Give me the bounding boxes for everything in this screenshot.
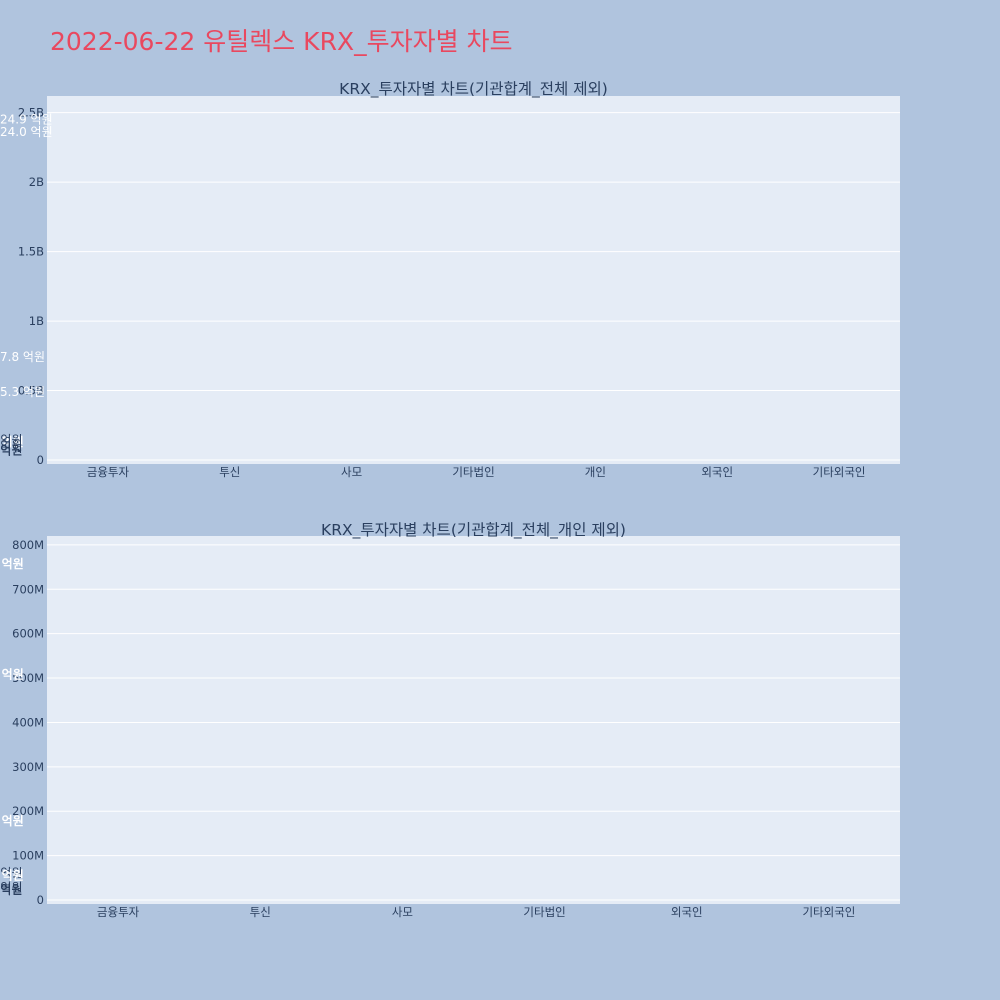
y-tick-label: 0 xyxy=(37,453,44,467)
y-tick-label: 200M xyxy=(12,804,44,818)
x-tick-label: 개인 xyxy=(585,465,606,479)
y-tick-label: 1.5B xyxy=(18,245,44,259)
x-tick-label: 기타외국인 xyxy=(802,905,855,919)
y-tick-label: 0 xyxy=(37,893,44,907)
subplot-title: KRX_투자자별 차트(기관합계_전체 제외) xyxy=(339,80,608,99)
data-label: 0.0 억원 xyxy=(0,444,22,458)
x-tick-label: 투신 xyxy=(250,905,271,919)
y-tick-label: 800M xyxy=(12,538,44,552)
data-label: 5.3 억원 xyxy=(0,385,45,399)
data-label: 0.0 억원 xyxy=(0,444,22,458)
y-tick-label: 100M xyxy=(12,849,44,863)
x-tick-label: 외국인 xyxy=(701,465,733,479)
data-label: 7.8 억원 xyxy=(0,350,45,364)
data-label: 7.8 억원 xyxy=(0,557,24,571)
y-tick-label: 2B xyxy=(29,175,44,189)
plot-area xyxy=(47,536,900,904)
y-tick-label: 2.5B xyxy=(18,106,44,120)
chart-all-investors: 0 0.5B 1B 1.5B 2B 2.5B KRX_투자자별 차트(기관합계_전체 제외)… xyxy=(0,80,900,479)
data-label: 0.1 억원 xyxy=(0,880,22,894)
y-tick-label: 300M xyxy=(12,760,44,774)
y-tick-label: 400M xyxy=(12,715,44,729)
data-label: 0.0 억원 xyxy=(0,444,22,458)
data-label: 0.8 억원 xyxy=(0,433,22,447)
data-label: 0.0 억원 xyxy=(0,883,22,897)
data-label: 0.0 억원 xyxy=(0,444,22,458)
data-label: 0.0 억원 xyxy=(0,883,22,897)
chart-excluding-individuals: 0 100M 200M 300M 400M 500M 600M 700M 800M KRX_투자자… xyxy=(0,521,900,919)
subplot-title: KRX_투자자별 차트(기관합계_전체_개인 제외) xyxy=(321,521,626,540)
data-label: 5.3 억원 xyxy=(0,668,24,682)
x-tick-label: 금융투자 xyxy=(97,905,140,919)
data-label: 0.4 억원 xyxy=(0,866,22,880)
x-tick-label: 외국인 xyxy=(671,905,703,919)
y-tick-label: 1B xyxy=(29,314,44,328)
data-label: 0.0 억원 xyxy=(0,883,22,897)
data-label: 0.8 억원 xyxy=(0,868,24,882)
y-tick-label: 0.5B xyxy=(18,384,44,398)
data-label: 0.1 억원 xyxy=(0,443,22,457)
data-label: 0.0 억원 xyxy=(0,444,22,458)
page-title: 2022-06-22 유틸렉스 KRX_투자자별 차트 xyxy=(50,27,513,56)
data-label: 2.0 억원 xyxy=(0,435,24,449)
data-label: 0.0 억원 xyxy=(0,883,22,897)
data-label: 24.0 억원 xyxy=(0,125,53,139)
x-tick-label: 기타법인 xyxy=(523,905,565,919)
y-tick-label: 700M xyxy=(12,582,44,596)
x-tick-label: 금융투자 xyxy=(87,465,130,479)
x-tick-label: 투신 xyxy=(219,465,240,479)
x-tick-label: 기타외국인 xyxy=(813,465,866,479)
y-tick-label: 600M xyxy=(12,627,44,641)
data-label: 24.9 억원 xyxy=(0,113,53,127)
data-label: 0.4 억원 xyxy=(0,438,22,452)
x-tick-label: 기타법인 xyxy=(452,465,494,479)
x-tick-label: 사모 xyxy=(341,465,362,479)
plot-area xyxy=(47,96,900,464)
x-tick-label: 사모 xyxy=(392,905,413,919)
data-label: 0.0 억원 xyxy=(0,883,22,897)
y-tick-label: 500M xyxy=(12,671,44,685)
data-label: 2.0 억원 xyxy=(0,814,24,828)
